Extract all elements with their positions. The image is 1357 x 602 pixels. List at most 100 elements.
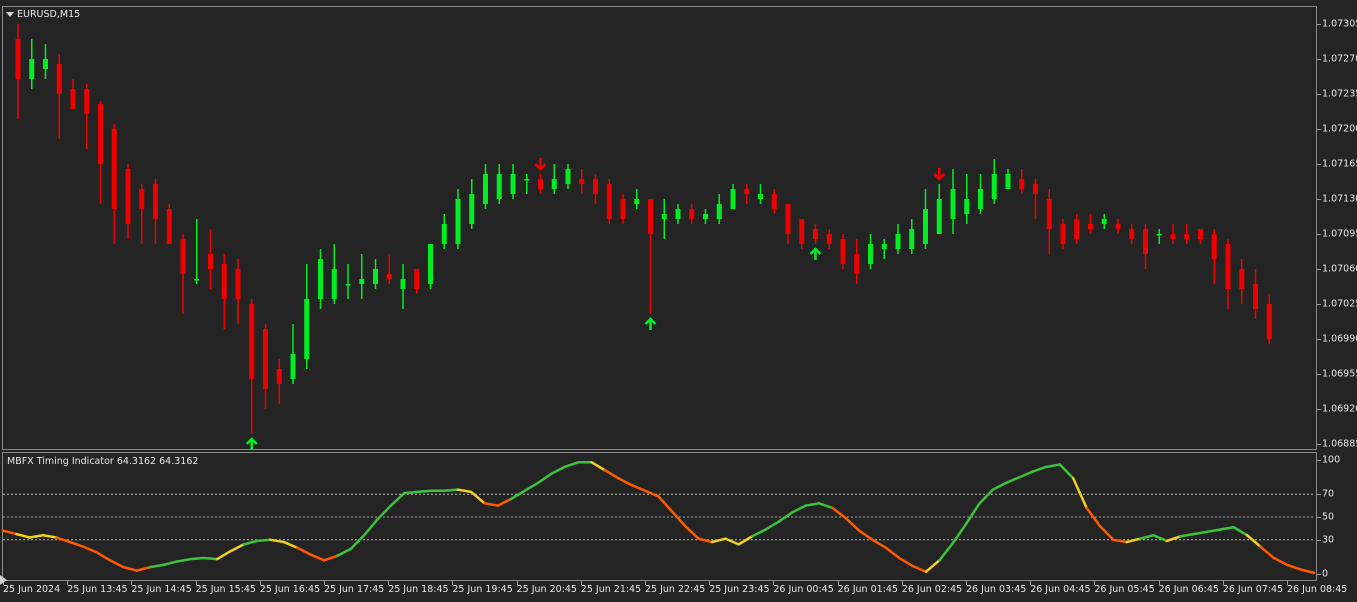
- time-tick: [1222, 581, 1224, 585]
- candle: [455, 189, 461, 249]
- candle-body: [1101, 219, 1107, 224]
- oscillator-segment: [95, 551, 112, 562]
- candle-body: [345, 284, 351, 286]
- candle: [111, 124, 117, 244]
- oscillator-segment: [898, 556, 914, 568]
- candle-body: [29, 59, 35, 79]
- candle-body: [909, 229, 915, 249]
- oscillator-segment: [1, 529, 18, 536]
- oscillator-segment: [871, 538, 888, 550]
- price-label: 1.06920: [1322, 403, 1357, 415]
- candle-body: [1225, 244, 1231, 289]
- oscillator-segment: [15, 532, 32, 539]
- oscillator-segment: [536, 472, 553, 485]
- candle-body: [923, 209, 928, 244]
- indicator-title: MBFX Timing Indicator 64.3162 64.3162: [7, 456, 199, 467]
- time-tick: [901, 581, 903, 585]
- candle-body: [373, 269, 378, 284]
- oscillator-segment: [911, 564, 928, 573]
- candle-body: [703, 214, 708, 219]
- candle: [978, 174, 983, 214]
- indicator-axis[interactable]: 100 70 50 30 0: [1317, 452, 1357, 581]
- oscillator-segment: [563, 461, 580, 469]
- indicator-level-label: 0: [1322, 568, 1329, 580]
- candle-body: [551, 179, 557, 189]
- indicator-tick: [1317, 460, 1321, 461]
- candle: [84, 84, 90, 149]
- candle: [1019, 169, 1025, 194]
- oscillator-segment: [28, 533, 45, 539]
- candle: [29, 39, 35, 89]
- candle: [730, 184, 736, 209]
- symbol-title[interactable]: EURUSD,M15: [6, 9, 80, 20]
- oscillator-segment: [1125, 537, 1142, 544]
- candle-body: [813, 229, 818, 239]
- candle-body: [386, 274, 392, 279]
- price-axis[interactable]: 1.07305 1.07270 1.07235 1.07200 1.07165 1.071…: [1317, 6, 1357, 450]
- candle-body: [318, 259, 323, 299]
- candle: [593, 174, 598, 204]
- candle: [1033, 179, 1038, 219]
- price-tick: [1317, 304, 1321, 305]
- oscillator-segment: [322, 554, 339, 562]
- scroll-handle-icon[interactable]: [0, 575, 7, 585]
- time-tick: [966, 581, 967, 585]
- indicator-level-label: 30: [1322, 534, 1335, 546]
- price-label: 1.07095: [1322, 228, 1357, 240]
- oscillator-segment: [1098, 524, 1115, 542]
- candle: [620, 194, 626, 224]
- price-tick: [1317, 374, 1321, 375]
- candle-body: [483, 174, 488, 204]
- candle-body: [1143, 229, 1148, 254]
- candle: [469, 179, 475, 229]
- candle-body: [538, 179, 543, 189]
- candle: [909, 219, 915, 254]
- time-label: 26 Jun 08:45: [1287, 584, 1348, 595]
- candle: [744, 184, 750, 204]
- candle: [1184, 224, 1190, 244]
- indicator-tick: [1317, 517, 1321, 518]
- candle-body: [441, 224, 447, 244]
- oscillator-segment: [1071, 476, 1088, 510]
- price-chart-pane[interactable]: [2, 6, 1317, 450]
- candle-body: [1046, 199, 1052, 229]
- indicator-tick: [1317, 494, 1321, 496]
- oscillator-segment: [657, 495, 674, 513]
- candle-body: [744, 189, 750, 194]
- oscillator-segment: [791, 504, 807, 514]
- oscillator-segment: [643, 489, 660, 498]
- oscillator-segment: [1272, 556, 1289, 567]
- price-label: 1.07025: [1322, 298, 1357, 310]
- candle: [510, 164, 516, 199]
- oscillator-segment: [376, 504, 393, 521]
- oscillator-segment: [924, 559, 941, 573]
- oscillator-segment: [1259, 545, 1276, 560]
- time-tick: [67, 581, 69, 585]
- time-axis[interactable]: 25 Jun 2024 25 Jun 13:45 25 Jun 14:45 25 Ju…: [0, 581, 1347, 602]
- candle: [235, 259, 241, 324]
- candle-body: [249, 304, 255, 379]
- mbfx-oscillator-chart: [1, 461, 1316, 575]
- candle: [194, 219, 200, 284]
- candle: [373, 259, 378, 289]
- chart-menu-icon[interactable]: [6, 12, 14, 17]
- price-tick: [1317, 24, 1321, 25]
- sell-arrow-head: [534, 163, 547, 171]
- oscillator-segment: [296, 546, 312, 556]
- candle-body: [1088, 224, 1093, 229]
- candle-body: [208, 254, 213, 269]
- time-label: 25 Jun 2024: [3, 584, 61, 595]
- candle: [648, 199, 653, 314]
- candle: [895, 224, 901, 254]
- candle-body: [304, 299, 310, 359]
- oscillator-segment: [82, 545, 98, 554]
- candle: [551, 164, 557, 194]
- candle-body: [1060, 224, 1066, 244]
- oscillator-segment: [362, 518, 379, 537]
- candle: [414, 269, 420, 294]
- oscillator-segment: [1138, 533, 1155, 540]
- indicator-pane[interactable]: [2, 452, 1317, 581]
- candle-body: [15, 39, 21, 79]
- price-label: 1.06885: [1322, 438, 1357, 450]
